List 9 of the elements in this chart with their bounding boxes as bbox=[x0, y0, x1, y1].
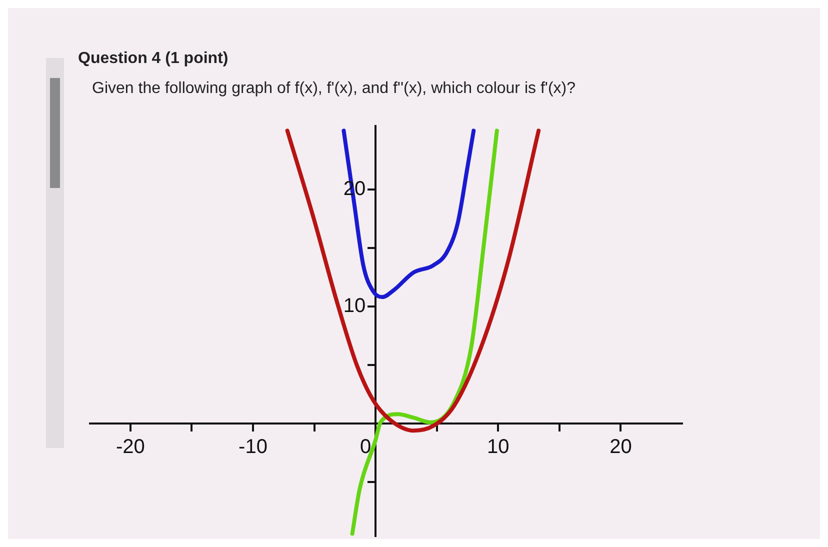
x-tick-label: -20 bbox=[116, 436, 145, 458]
x-tick-label: 10 bbox=[487, 436, 510, 458]
line-series bbox=[285, 128, 541, 433]
x-tick-label: 20 bbox=[610, 436, 632, 458]
chart-subtitle: Given the following graph of f(x), f'(x), and f''(x), which colour is f'(x)? bbox=[92, 80, 576, 98]
x-tick-label: -10 bbox=[238, 436, 268, 458]
chart-title: Question 4 (1 point) bbox=[78, 50, 228, 68]
x-tick-label: 0 bbox=[360, 436, 372, 458]
line-series bbox=[342, 128, 476, 300]
